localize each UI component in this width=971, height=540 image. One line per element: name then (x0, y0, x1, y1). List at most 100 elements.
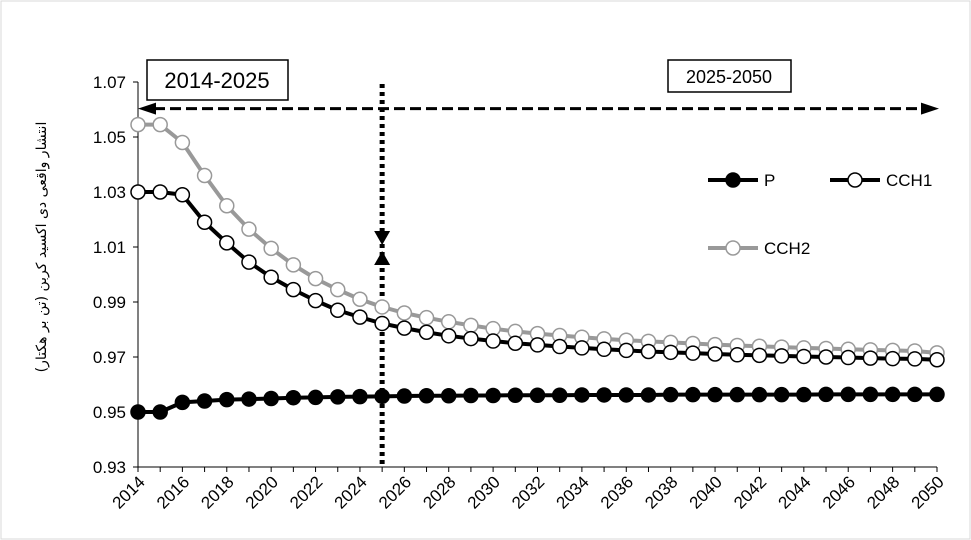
data-point-p (507, 387, 524, 403)
data-point-cch2 (463, 317, 479, 334)
y-tick-label: 0.97 (93, 348, 126, 367)
data-point-cch2 (174, 134, 191, 151)
data-point-p (640, 387, 657, 403)
data-point-cch1 (330, 302, 346, 318)
data-point-p (773, 386, 790, 403)
data-point-p (907, 386, 923, 403)
data-point-cch1 (529, 337, 546, 353)
data-point-p (685, 386, 701, 403)
data-point-cch1 (907, 351, 923, 367)
data-point-cch1 (507, 335, 524, 351)
data-point-cch1 (729, 347, 745, 363)
arrow-right-head (921, 102, 939, 115)
data-point-cch1 (174, 187, 191, 203)
data-point-p (796, 386, 812, 403)
data-point-p (662, 386, 679, 403)
y-tick-label: 0.95 (93, 403, 126, 422)
data-point-p (219, 391, 235, 408)
data-point-p (463, 387, 479, 404)
data-point-cch1 (352, 309, 368, 325)
arrow-left-head (138, 102, 156, 115)
period-right-box (667, 59, 792, 93)
data-point-cch1 (219, 235, 235, 251)
data-point-cch2 (130, 116, 146, 133)
data-point-cch2 (330, 281, 346, 298)
data-point-cch2 (307, 270, 324, 287)
legend-label-cch1: CCH1 (886, 171, 932, 190)
y-tick-label: 1.01 (93, 238, 126, 257)
data-point-p (729, 386, 745, 403)
legend-swatch-marker (847, 172, 863, 188)
data-point-p (174, 394, 191, 411)
data-point-cch1 (862, 350, 879, 366)
legend-label-cch2: CCH2 (764, 239, 810, 258)
data-point-p (840, 386, 856, 403)
divider-arrow-down (374, 231, 391, 245)
legend-swatch-marker (725, 172, 741, 188)
y-tick-label: 0.99 (93, 293, 126, 312)
data-point-p (440, 388, 457, 404)
data-point-p (352, 388, 368, 405)
data-point-cch2 (152, 116, 168, 133)
data-point-cch1 (929, 352, 945, 368)
data-point-p (241, 391, 257, 407)
data-point-cch1 (396, 320, 413, 336)
data-point-cch2 (241, 221, 257, 237)
data-point-cch2 (418, 309, 435, 326)
legend-label-p: P (764, 171, 775, 190)
data-point-p (574, 387, 590, 403)
series (130, 116, 945, 420)
data-point-cch1 (130, 184, 146, 200)
data-point-cch1 (440, 328, 457, 344)
data-point-cch1 (463, 330, 479, 347)
data-point-p (330, 389, 346, 405)
data-point-p (707, 386, 723, 403)
period-left-box (146, 59, 289, 101)
data-point-p (374, 388, 390, 405)
legend-swatch-marker (725, 240, 741, 256)
y-ticks: 0.93 0.95 0.97 0.99 1.01 1.03 1.05 1.07 (93, 73, 138, 477)
period-left-label: 2014-2025 (164, 68, 269, 93)
data-point-cch1 (152, 184, 168, 200)
y-tick-label: 1.05 (93, 128, 126, 147)
data-point-p (884, 386, 901, 403)
data-point-cch1 (796, 348, 812, 365)
data-point-cch1 (196, 214, 213, 230)
data-point-p (152, 404, 168, 420)
data-point-p (285, 389, 302, 406)
data-point-p (818, 386, 834, 403)
data-point-p (529, 387, 546, 403)
data-point-cch1 (707, 346, 723, 362)
data-point-p (196, 393, 213, 409)
data-point-cch1 (241, 254, 257, 270)
data-point-cch2 (219, 198, 235, 214)
data-point-cch1 (662, 344, 679, 361)
data-point-cch1 (307, 292, 324, 309)
data-point-p (929, 386, 945, 403)
data-point-cch1 (596, 341, 612, 358)
period-labels: 2014-2025 2025-2050 (146, 59, 792, 101)
data-point-cch1 (263, 269, 279, 285)
data-point-p (307, 389, 324, 406)
data-point-cch1 (818, 349, 834, 365)
data-point-cch1 (485, 333, 501, 349)
data-point-p (485, 387, 501, 404)
y-tick-label: 0.93 (93, 458, 126, 477)
data-point-cch2 (263, 240, 279, 257)
overlays (138, 84, 939, 467)
data-point-cch1 (640, 343, 657, 360)
data-point-cch2 (285, 257, 302, 273)
data-point-cch1 (374, 315, 390, 332)
data-point-p (551, 387, 568, 403)
y-tick-label: 1.03 (93, 183, 126, 202)
data-point-cch1 (884, 350, 901, 367)
data-point-p (263, 390, 279, 407)
y-tick-label: 1.07 (93, 73, 126, 92)
data-point-cch1 (418, 324, 435, 340)
data-point-cch2 (396, 305, 413, 321)
data-point-cch1 (685, 345, 701, 361)
data-point-p (130, 404, 146, 420)
data-point-cch1 (840, 349, 856, 366)
period-right-label: 2025-2050 (686, 67, 772, 87)
